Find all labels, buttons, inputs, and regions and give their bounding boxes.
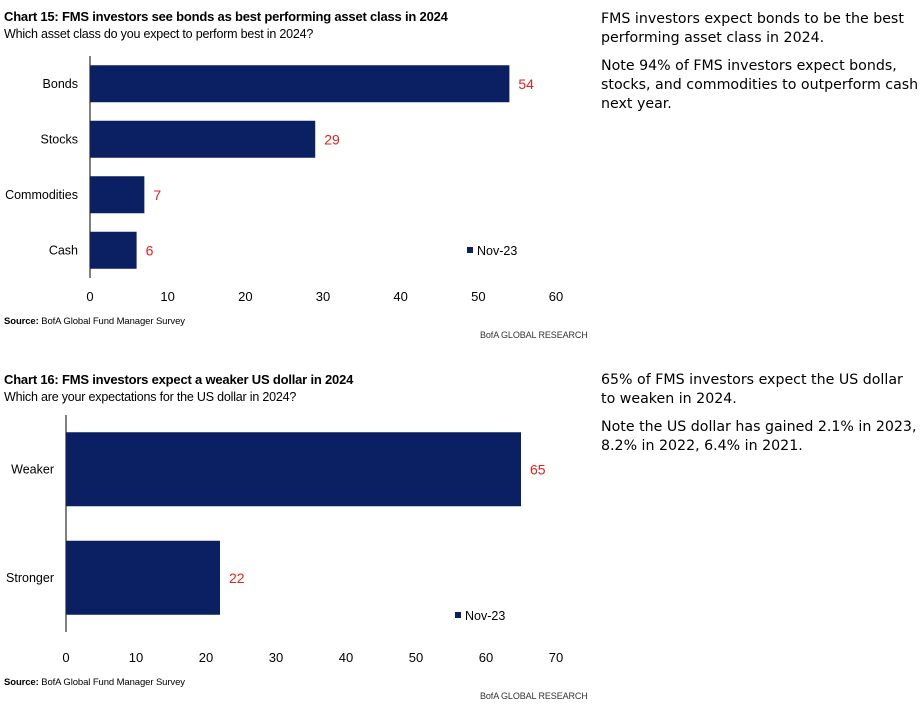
chart-15-bar-stocks <box>90 120 316 158</box>
chart-15-legend-label: Nov-23 <box>477 244 517 258</box>
chart-15-note-1: FMS investors expect bonds to be the bes… <box>601 11 904 46</box>
chart-16-x-tick-label: 0 <box>62 650 69 665</box>
chart-16-x-tick-label: 20 <box>199 650 213 665</box>
chart-16-commentary: 65% of FMS investors expect the US dolla… <box>601 371 919 465</box>
chart-15-x-tick-label: 10 <box>160 289 174 304</box>
chart-15-source-label: Source: <box>4 316 39 327</box>
chart-16-legend-label: Nov-23 <box>465 609 505 623</box>
chart-16-source: Source: BofA Global Fund Manager Survey <box>4 677 185 688</box>
chart-15-category-label: Bonds <box>43 77 78 91</box>
chart-15-category-label: Commodities <box>5 188 78 202</box>
chart-16-x-tick-label: 70 <box>549 650 563 665</box>
chart-16-x-tick-label: 30 <box>269 650 283 665</box>
chart-15-source-text: BofA Global Fund Manager Survey <box>38 316 185 327</box>
chart-16-source-text: BofA Global Fund Manager Survey <box>38 677 185 688</box>
chart-16-source-label: Source: <box>4 677 39 688</box>
chart-15-data-label: 29 <box>324 131 340 147</box>
chart-16-bar-stronger <box>66 540 220 615</box>
chart-15-data-label: 6 <box>146 242 154 258</box>
chart-16-category-label: Stronger <box>6 571 54 585</box>
chart-15-subtitle: Which asset class do you expect to perfo… <box>4 27 314 41</box>
chart-15-note-2: Note 94% of FMS investors expect bonds, … <box>601 58 919 112</box>
chart-16-title: Chart 16: FMS investors expect a weaker … <box>4 372 354 387</box>
chart-16-bar-weaker <box>66 432 521 507</box>
chart-15-x-tick-label: 20 <box>238 289 252 304</box>
chart-15-legend-swatch <box>467 247 473 253</box>
chart-15-brand: BofA GLOBAL RESEARCH <box>480 330 588 340</box>
chart-15-data-label: 7 <box>153 187 161 203</box>
chart-15-x-tick-label: 30 <box>316 289 330 304</box>
chart-15-category-label: Stocks <box>40 132 78 146</box>
chart-15-data-label: 54 <box>518 76 534 92</box>
chart-15-x-tick-label: 60 <box>549 289 563 304</box>
chart-16-x-tick-label: 40 <box>339 650 353 665</box>
chart-16-brand: BofA GLOBAL RESEARCH <box>480 691 588 701</box>
chart-16-x-tick-label: 50 <box>409 650 423 665</box>
chart-15-title: Chart 15: FMS investors see bonds as bes… <box>4 9 448 24</box>
chart-15-commentary: FMS investors expect bonds to be the bes… <box>601 10 919 123</box>
chart-15-source: Source: BofA Global Fund Manager Survey <box>4 316 185 327</box>
chart-15-x-tick-label: 0 <box>86 289 93 304</box>
chart-16-x-tick-label: 60 <box>479 650 493 665</box>
chart-15-x-tick-label: 50 <box>471 289 485 304</box>
chart-16-subtitle: Which are your expectations for the US d… <box>4 390 297 404</box>
chart-15-bar-bonds <box>90 65 510 103</box>
chart-15-bar-cash <box>90 231 137 269</box>
chart-16-legend-swatch <box>455 612 461 618</box>
chart-15-bar-commodities <box>90 176 145 214</box>
chart-16-plot: Weaker 65 Stronger 22 0 10 20 30 40 50 60 70 Nov-23 <box>6 415 563 665</box>
chart-16-category-label: Weaker <box>11 462 54 476</box>
chart-16-data-label: 22 <box>229 570 245 586</box>
chart-15-category-label: Cash <box>49 243 78 257</box>
chart-16-note-1: 65% of FMS investors expect the US dolla… <box>601 372 903 407</box>
chart-15-x-tick-label: 40 <box>393 289 407 304</box>
chart-16-data-label: 65 <box>530 461 546 477</box>
chart-16-note-2: Note the US dollar has gained 2.1% in 20… <box>601 419 917 454</box>
chart-16-x-tick-label: 10 <box>129 650 143 665</box>
